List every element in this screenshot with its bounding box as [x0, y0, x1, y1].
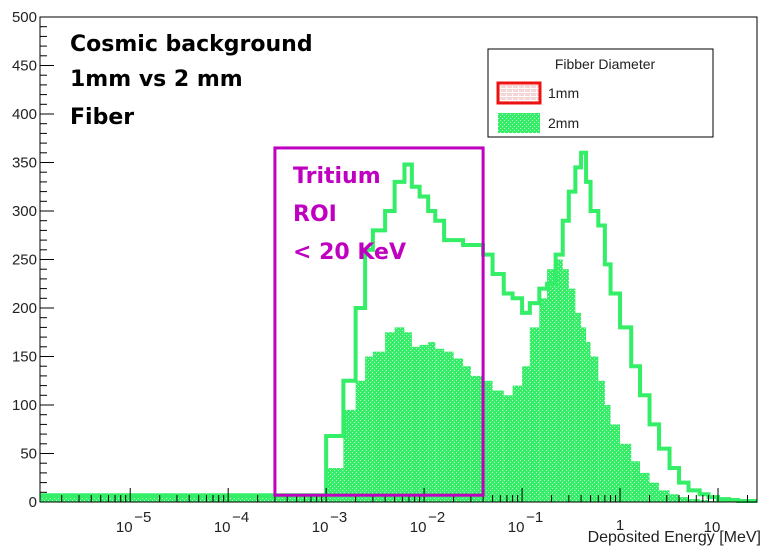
- bar-2mm-16: [470, 375, 484, 502]
- bar-2mm-19: [503, 395, 513, 502]
- y-tick-label-150: 150: [12, 349, 37, 366]
- svg-text:−3: −3: [330, 509, 347, 526]
- svg-text:10: 10: [410, 519, 427, 536]
- bar-2mm-39: [659, 490, 670, 502]
- legend-label-1mm: 1mm: [548, 85, 579, 101]
- svg-text:10: 10: [214, 519, 231, 536]
- bar-2mm-30: [586, 341, 591, 502]
- x-tick-label-3: 10−2: [410, 509, 445, 536]
- series-1mm-line: [40, 150, 757, 504]
- roi-label-line-3: < 20 KeV: [293, 240, 406, 265]
- bar-2mm-43: [699, 500, 709, 502]
- bar-2mm-25: [555, 259, 563, 502]
- bar-2mm-42: [688, 499, 700, 502]
- bar-2mm-1: [326, 468, 344, 502]
- svg-text:10: 10: [312, 519, 329, 536]
- legend-swatch-1mm: [496, 81, 542, 105]
- x-tick-label-1: 10−4: [214, 509, 249, 536]
- svg-text:1: 1: [616, 517, 624, 534]
- y-tick-label-500: 500: [12, 9, 37, 26]
- bar-2mm-34: [610, 424, 621, 502]
- y-tick-label-50: 50: [20, 446, 37, 463]
- roi-box: [273, 146, 485, 497]
- line-1mm: [40, 150, 757, 504]
- bar-2mm-17: [483, 380, 493, 502]
- bar-2mm-20: [512, 385, 523, 502]
- bar-2mm-8: [404, 332, 412, 502]
- bar-2mm-18: [492, 390, 504, 502]
- bar-2mm-14: [453, 358, 464, 502]
- bar-2mm-21: [522, 366, 530, 502]
- svg-text:−4: −4: [232, 509, 249, 526]
- x-tick-label-5: 1: [616, 517, 624, 534]
- bar-2mm-37: [640, 472, 650, 502]
- x-tick-label-4: 10−1: [508, 509, 543, 536]
- bar-2mm-38: [649, 482, 660, 502]
- x-axis-label: Deposited Energy [MeV]: [588, 529, 761, 546]
- bar-2mm-28: [575, 312, 582, 502]
- y-tick-label-450: 450: [12, 58, 37, 75]
- bar-2mm-40: [669, 494, 680, 502]
- bar-2mm-5: [372, 351, 386, 502]
- bar-2mm-36: [631, 461, 641, 502]
- svg-text:10: 10: [704, 519, 721, 536]
- bar-2mm-32: [598, 380, 605, 502]
- y-tick-label-250: 250: [12, 252, 37, 269]
- x-tick-label-0: 10−5: [116, 509, 151, 536]
- legend: Fibber Diameter 1mm 2mm: [487, 48, 714, 138]
- y-tick-label-200: 200: [12, 300, 37, 317]
- bar-2mm-35: [620, 443, 632, 502]
- bar-2mm-33: [604, 405, 611, 502]
- svg-text:10: 10: [508, 519, 525, 536]
- bar-2mm-22: [529, 327, 540, 502]
- annotation-line-2: 1mm vs 2 mm: [70, 67, 243, 92]
- svg-text:−1: −1: [526, 509, 543, 526]
- bar-2mm-29: [581, 327, 587, 502]
- bar-2mm-31: [590, 356, 599, 502]
- legend-swatch-2mm: [498, 113, 540, 133]
- y-tick-label-0: 0: [29, 494, 37, 511]
- bar-2mm-12: [435, 348, 445, 502]
- bar-2mm-24: [547, 269, 556, 502]
- legend-label-2mm: 2mm: [548, 115, 579, 131]
- roi-label-line-2: ROI: [293, 202, 337, 227]
- y-tick-label-350: 350: [12, 155, 37, 172]
- bar-2mm-41: [679, 497, 689, 502]
- annotation-line-3: Fiber: [70, 105, 134, 130]
- roi-label-line-1: Tritium: [293, 164, 381, 189]
- bar-2mm-4: [365, 356, 373, 502]
- bar-2mm-10: [419, 344, 429, 502]
- series-2mm-area: [40, 259, 739, 502]
- bar-2mm-15: [463, 366, 471, 502]
- bar-2mm-9: [411, 346, 420, 502]
- bar-2mm-11: [428, 341, 436, 502]
- y-tick-label-300: 300: [12, 203, 37, 220]
- svg-text:−2: −2: [428, 509, 445, 526]
- x-tick-label-2: 10−3: [312, 509, 347, 536]
- bar-2mm-7: [394, 327, 405, 502]
- legend-title: Fibber Diameter: [555, 56, 656, 72]
- annotation-line-1: Cosmic background: [70, 32, 313, 57]
- svg-text:10: 10: [116, 519, 133, 536]
- bar-2mm-23: [539, 298, 548, 502]
- bar-2mm-27: [568, 288, 576, 502]
- y-tick-label-100: 100: [12, 397, 37, 414]
- y-tick-label-400: 400: [12, 106, 37, 123]
- svg-text:−5: −5: [134, 509, 151, 526]
- bar-2mm-3: [355, 380, 366, 502]
- y-axis: 0 50 100 150 200 250 300 350 400 450 500: [12, 9, 54, 511]
- bar-2mm-13: [444, 351, 454, 502]
- bar-2mm-26: [562, 269, 569, 502]
- x-tick-label-6: 10: [704, 519, 721, 536]
- bar-2mm-2: [343, 409, 356, 502]
- bar-2mm-0: [40, 495, 327, 502]
- bar-2mm-6: [385, 332, 395, 502]
